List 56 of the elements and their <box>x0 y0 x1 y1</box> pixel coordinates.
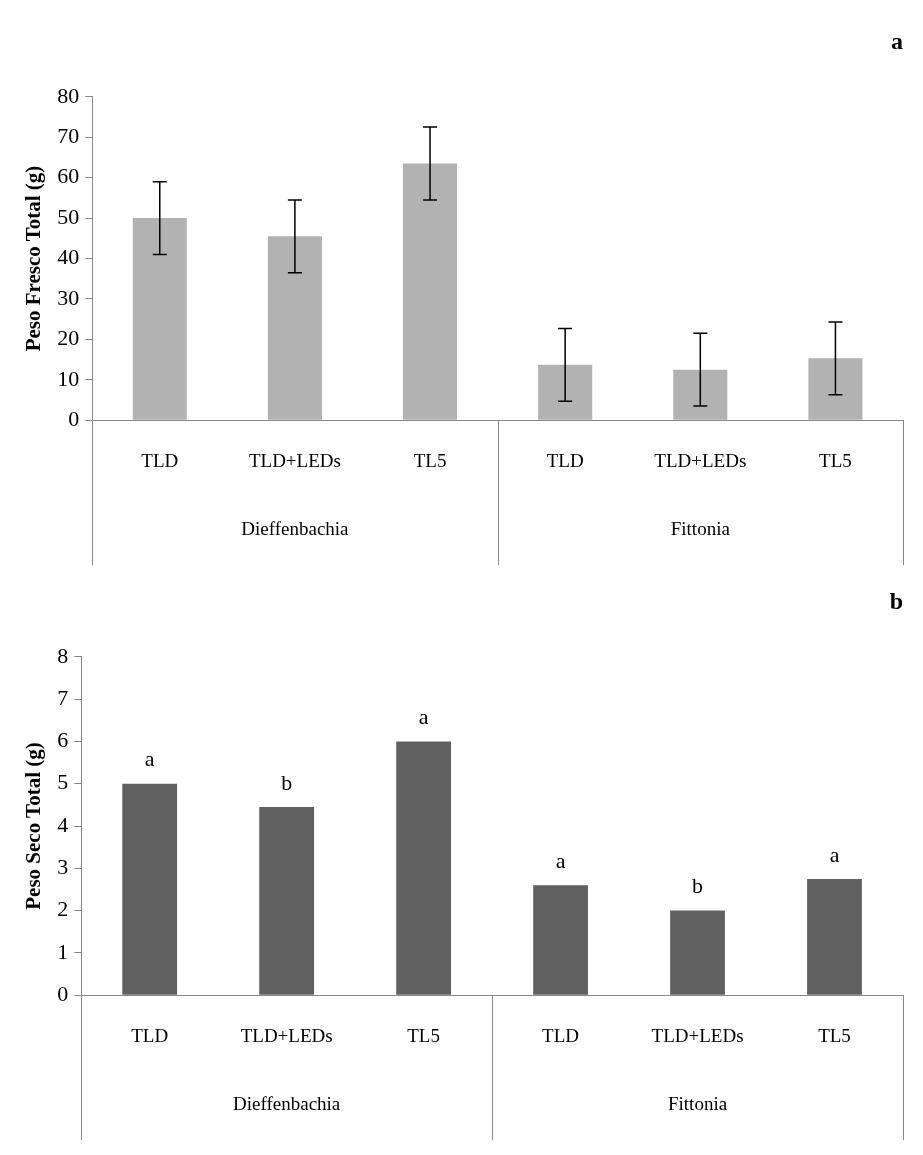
bar <box>533 885 588 995</box>
data-label: b <box>692 873 704 899</box>
y-axis-title: Peso Fresco Total (g) <box>21 165 46 352</box>
y-tick-label: 0 <box>68 405 80 431</box>
y-tick-label: 60 <box>57 163 80 189</box>
bar <box>673 369 728 420</box>
x-tick-label: TL5 <box>819 449 852 471</box>
data-label: a <box>418 704 429 730</box>
x-tick-label: TLD <box>141 449 179 471</box>
y-tick-label: 5 <box>57 769 69 795</box>
text: Fittonia <box>667 1093 728 1115</box>
y-tick-label: 50 <box>57 203 80 229</box>
bar <box>132 218 187 420</box>
y-tick-label: 2 <box>57 896 69 922</box>
bar <box>538 364 593 420</box>
y-tick-label: 30 <box>57 284 80 310</box>
y-tick-label: 6 <box>57 727 69 753</box>
data-label: a <box>829 841 840 867</box>
x-tick-label: TL5 <box>818 1024 851 1046</box>
y-tick-label: 80 <box>57 82 80 108</box>
x-tick-label: TLD+LEDs <box>654 449 747 471</box>
y-tick-label: 20 <box>57 325 80 351</box>
x-tick-label: TL5 <box>413 449 447 471</box>
y-tick-label: 3 <box>57 854 69 880</box>
x-tick-label: TLD <box>542 1024 580 1046</box>
y-tick-label: 1 <box>57 938 69 964</box>
y-tick-label: 40 <box>57 244 80 270</box>
y-tick-label: 8 <box>57 642 69 668</box>
text: Fittonia <box>670 518 731 540</box>
y-tick-label: 7 <box>57 684 69 710</box>
text: Dieffenbachia <box>233 1093 341 1115</box>
data-label: a <box>144 746 155 772</box>
x-tick-label: TLD <box>546 449 584 471</box>
y-axis-title: Peso Seco Total (g) <box>21 742 46 910</box>
x-tick-label: TLD+LEDs <box>240 1024 333 1046</box>
x-tick-label: TLD+LEDs <box>248 449 341 471</box>
bar <box>122 783 178 995</box>
bar <box>403 163 458 420</box>
y-tick-label: 4 <box>57 811 69 837</box>
text: Dieffenbachia <box>241 518 350 540</box>
bar <box>807 878 862 995</box>
chart-title: a <box>891 27 903 54</box>
y-tick-label: 70 <box>57 123 80 149</box>
y-tick-label: 10 <box>57 365 80 391</box>
data-label: a <box>555 848 566 873</box>
data-label: b <box>281 769 293 795</box>
bar <box>259 806 315 995</box>
bar <box>267 236 322 420</box>
bar <box>808 358 863 420</box>
bar <box>396 741 452 995</box>
y-tick-label: 0 <box>57 980 69 1006</box>
x-tick-label: TLD <box>131 1024 169 1046</box>
chart-title: b <box>889 587 903 614</box>
bar <box>670 910 725 995</box>
x-tick-label: TLD+LEDs <box>651 1024 744 1046</box>
x-tick-label: TL5 <box>407 1024 440 1046</box>
